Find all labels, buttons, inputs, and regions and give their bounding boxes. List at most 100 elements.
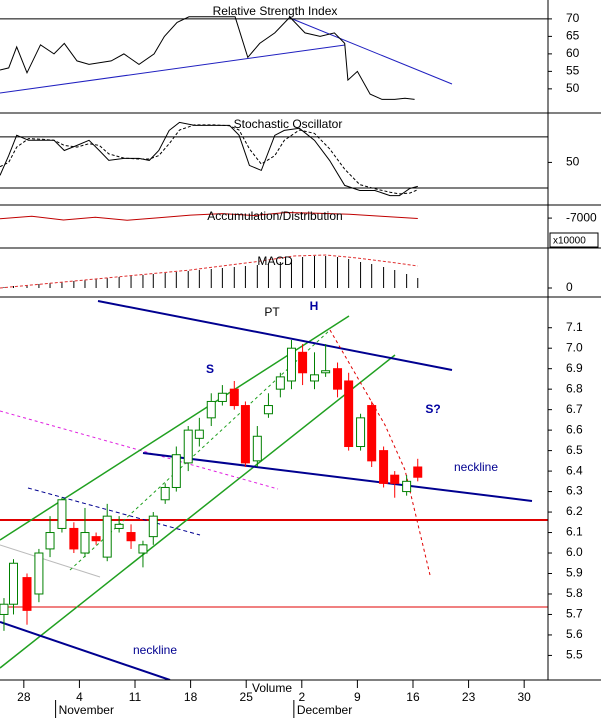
annotation: PT [264, 305, 280, 319]
candle-body [356, 417, 366, 448]
candle-body [91, 536, 101, 542]
y-tick-label: 5.7 [566, 607, 583, 621]
candle-body [310, 374, 320, 382]
y-tick-label: 6.0 [566, 545, 583, 559]
panel-title: Relative Strength Index [213, 4, 338, 18]
y-tick-label: 5.6 [566, 627, 583, 641]
unit-label: x10000 [553, 236, 586, 247]
candle-body [217, 392, 227, 402]
candle-body [367, 405, 377, 462]
y-tick-label: 6.3 [566, 484, 583, 498]
indicator-line [0, 16, 415, 100]
x-tick-label: 4 [76, 690, 83, 704]
y-tick-label: 6.9 [566, 361, 583, 375]
annotation: H [310, 299, 319, 313]
y-tick-label: 6.6 [566, 422, 583, 436]
neckline [0, 621, 171, 680]
y-tick-label: 60 [566, 46, 580, 60]
trend-line [0, 544, 101, 578]
x-tick-label: 9 [354, 690, 361, 704]
trend-line [97, 300, 453, 371]
candle-body [321, 370, 331, 374]
y-tick-label: 65 [566, 29, 580, 43]
candle-body [252, 435, 262, 462]
y-tick-label: 6.1 [566, 525, 583, 539]
candle-body [22, 577, 32, 611]
candle-body [402, 480, 412, 493]
y-tick-label: -7000 [566, 210, 597, 224]
channel-line [69, 329, 331, 571]
y-tick-label: 6.5 [566, 443, 583, 457]
candle-body [229, 388, 239, 407]
x-tick-label: 2 [298, 690, 305, 704]
candle-body [333, 368, 343, 390]
candle-body [344, 380, 354, 448]
y-tick-label: 55 [566, 64, 580, 78]
y-tick-label: 70 [566, 11, 580, 25]
y-tick-label: 50 [566, 155, 580, 169]
annotation: neckline [133, 643, 177, 657]
x-tick-label: 30 [517, 690, 531, 704]
y-tick-label: 5.5 [566, 648, 583, 662]
panel-title: Stochastic Oscillator [234, 117, 343, 131]
candle-body [240, 405, 250, 464]
panel-title: MACD [257, 254, 293, 268]
candle-body [160, 486, 170, 501]
x-tick-label: 23 [462, 690, 476, 704]
candle-body [275, 376, 285, 390]
candle-body [45, 532, 55, 550]
candle-body [9, 562, 19, 605]
candle-body [379, 450, 389, 484]
candle-body [171, 454, 181, 488]
candle-body [194, 429, 204, 439]
candle-body [0, 603, 9, 615]
indicator-line [0, 211, 418, 221]
y-tick-label: 6.2 [566, 504, 583, 518]
candle-body [298, 351, 308, 374]
candle-body [148, 515, 158, 538]
annotation: S? [425, 402, 440, 416]
x-axis-label: Volume [252, 681, 292, 695]
x-tick-label: 18 [184, 690, 198, 704]
y-tick-label: 6.8 [566, 381, 583, 395]
candle-body [102, 515, 112, 558]
annotation: neckline [454, 460, 498, 474]
y-tick-label: 6.4 [566, 463, 583, 477]
month-label: November [59, 703, 114, 717]
plot-area [0, 16, 548, 631]
unit-box [549, 232, 599, 248]
annotation: S [206, 362, 214, 376]
candle-body [263, 405, 273, 415]
candle-body [390, 474, 400, 484]
trend-line [27, 487, 201, 536]
y-tick-label: 5.8 [566, 586, 583, 600]
month-label: December [297, 703, 352, 717]
candle-body [206, 400, 216, 419]
candle-body [413, 466, 423, 478]
projection-line [329, 329, 431, 576]
candle-body [80, 532, 90, 554]
x-tick-label: 28 [17, 690, 31, 704]
candle-body [286, 347, 296, 382]
x-tick-label: 11 [129, 690, 142, 704]
x-tick-label: 16 [406, 690, 420, 704]
indicator-line [0, 254, 418, 289]
y-tick-label: 6.7 [566, 402, 583, 416]
y-tick-label: 5.9 [566, 566, 583, 580]
channel-line [0, 354, 396, 669]
candle-body [114, 523, 124, 529]
panel-title: Accumulation/Distribution [207, 209, 342, 223]
candle-body [126, 532, 136, 542]
candle-body [138, 544, 148, 554]
y-tick-label: 7.0 [566, 340, 583, 354]
trend-line [0, 44, 346, 94]
y-tick-label: 50 [566, 81, 580, 95]
x-tick-label: 25 [240, 690, 254, 704]
candle-body [57, 499, 67, 529]
y-tick-label: 7.1 [566, 320, 583, 334]
candle-body [69, 527, 79, 550]
neckline [142, 452, 533, 502]
trend-line [289, 17, 453, 85]
panel-borders [0, 0, 601, 681]
